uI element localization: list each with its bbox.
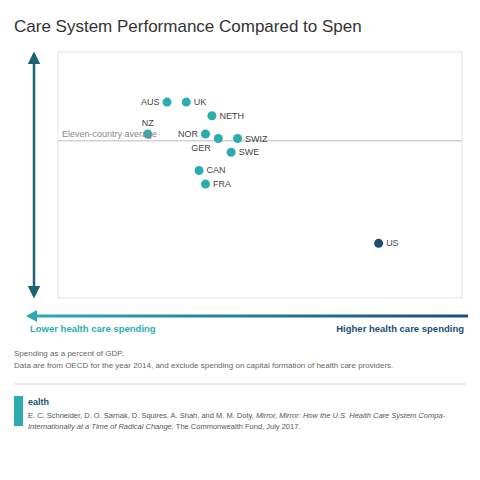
citation-line: Internationally at a Time of Radical Cha…: [28, 422, 300, 431]
vertical-arrow: [33, 54, 36, 296]
point-label: NOR: [178, 129, 199, 139]
horizontal-arrow-shaft: [34, 315, 468, 318]
point-label: GER: [191, 143, 211, 153]
point: [201, 180, 210, 189]
citation-part: Mirror, Mirror: How the U.S. Health Care…: [256, 411, 446, 420]
chart: Care System Performance Compared to Spen…: [0, 0, 480, 480]
logo-text: ealth: [28, 397, 49, 407]
point: [233, 134, 242, 143]
point-label: AUS: [141, 97, 160, 107]
title: Care System Performance Compared to Spen: [14, 17, 362, 36]
point-label: SWE: [239, 147, 260, 157]
point: [182, 98, 191, 107]
point: [163, 98, 172, 107]
citation-part: Internationally at a Time of Radical Cha…: [28, 422, 174, 431]
point-label: NZ: [142, 118, 154, 128]
labels: Eleven-country average AUS UK NETH NZ NOR GER S…: [62, 97, 399, 248]
point-label: NETH: [219, 111, 244, 121]
logo-block: [14, 396, 23, 426]
average-label: Eleven-country average: [62, 129, 157, 139]
x-label-right: Higher health care spending: [336, 323, 464, 334]
point: [374, 239, 383, 248]
point-label: SWIZ: [245, 134, 268, 144]
point-label: FRA: [213, 179, 231, 189]
point-label: CAN: [207, 165, 226, 175]
point: [214, 134, 223, 143]
separator: [14, 384, 466, 385]
point-label: UK: [194, 97, 207, 107]
point: [195, 166, 204, 175]
point: [201, 130, 210, 139]
citation-part: The Commonwealth Fund, July 2017.: [174, 422, 301, 431]
point: [227, 148, 236, 157]
x-label-left: Lower health care spending: [30, 323, 156, 334]
footnote: Spending as a percent of GDP.: [14, 349, 124, 358]
plot-area: [58, 98, 462, 248]
citation-line: E. C. Schneider, D. O. Sarnak, D. Squire…: [28, 411, 446, 420]
footnote: Data are from OECD for the year 2014, an…: [14, 361, 393, 370]
plot-frame: [58, 52, 462, 298]
horizontal-arrowhead: [26, 310, 37, 322]
point: [207, 111, 216, 120]
citation-part: E. C. Schneider, D. O. Sarnak, D. Squire…: [28, 411, 256, 420]
point-label: US: [386, 238, 399, 248]
